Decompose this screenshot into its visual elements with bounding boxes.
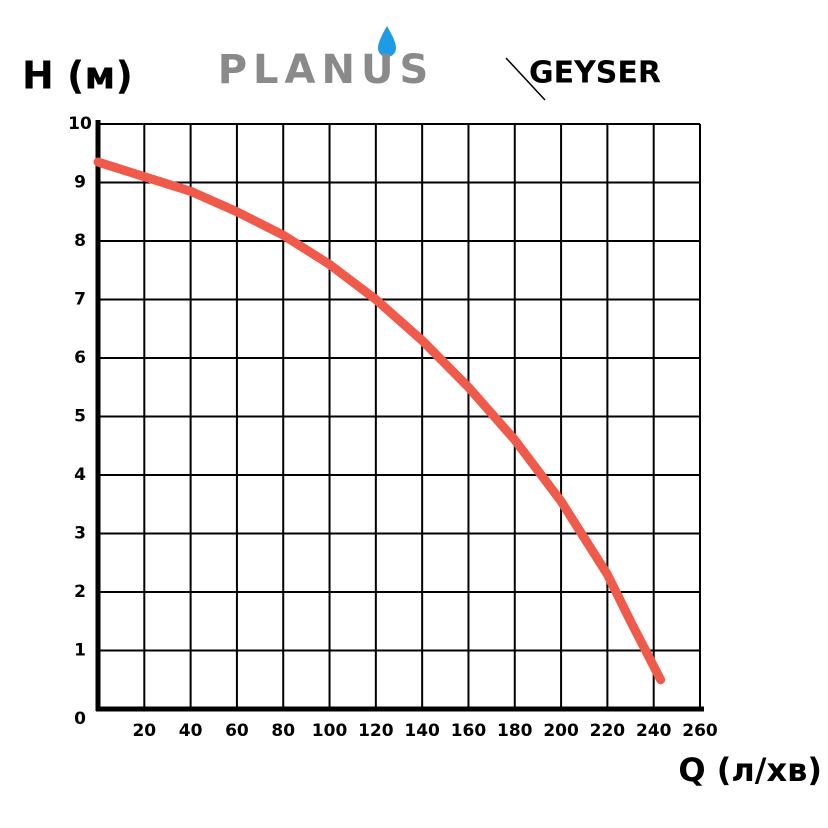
y-tick-label: 9 [74, 173, 86, 193]
pump-curve [93, 157, 666, 685]
x-tick-label: 260 [682, 721, 718, 741]
x-axis-label: Q (л/хв) [678, 751, 822, 789]
y-tick-label: 3 [74, 524, 86, 544]
y-tick-label: 8 [74, 231, 86, 251]
x-tick-label: 220 [590, 721, 626, 741]
x-tick-label: 160 [451, 721, 487, 741]
x-tick-label: 180 [497, 721, 533, 741]
x-tick-label: 120 [358, 721, 394, 741]
x-tick-label: 40 [179, 721, 203, 741]
y-tick-label: 7 [74, 290, 86, 310]
x-tick-label: 60 [225, 721, 249, 741]
drop-icon [378, 26, 396, 57]
plot-area: 0 1 2 3 4 5 6 7 8 9 10 20 40 60 80 100 120 140 160 180 200 22… [68, 114, 718, 741]
y-tick-label: 0 [74, 709, 86, 729]
x-tick-label: 200 [543, 721, 579, 741]
x-tick-label: 20 [132, 721, 156, 741]
x-tick-label: 80 [271, 721, 295, 741]
brand-slash [505, 57, 546, 101]
y-tick-label: 5 [74, 407, 86, 427]
brand-planus: PLANUS [218, 47, 435, 93]
y-tick-label: 6 [74, 348, 86, 368]
y-tick-label: 10 [68, 114, 92, 134]
x-tick-label: 100 [312, 721, 348, 741]
x-tick-label: 240 [636, 721, 672, 741]
y-tick-label: 1 [74, 641, 86, 661]
y-tick-label: 4 [74, 465, 86, 485]
y-tick-label: 2 [74, 582, 86, 602]
brand-geyser: GEYSER [529, 56, 661, 91]
x-tick-label: 140 [404, 721, 440, 741]
y-axis-label: H (м) [22, 54, 133, 98]
